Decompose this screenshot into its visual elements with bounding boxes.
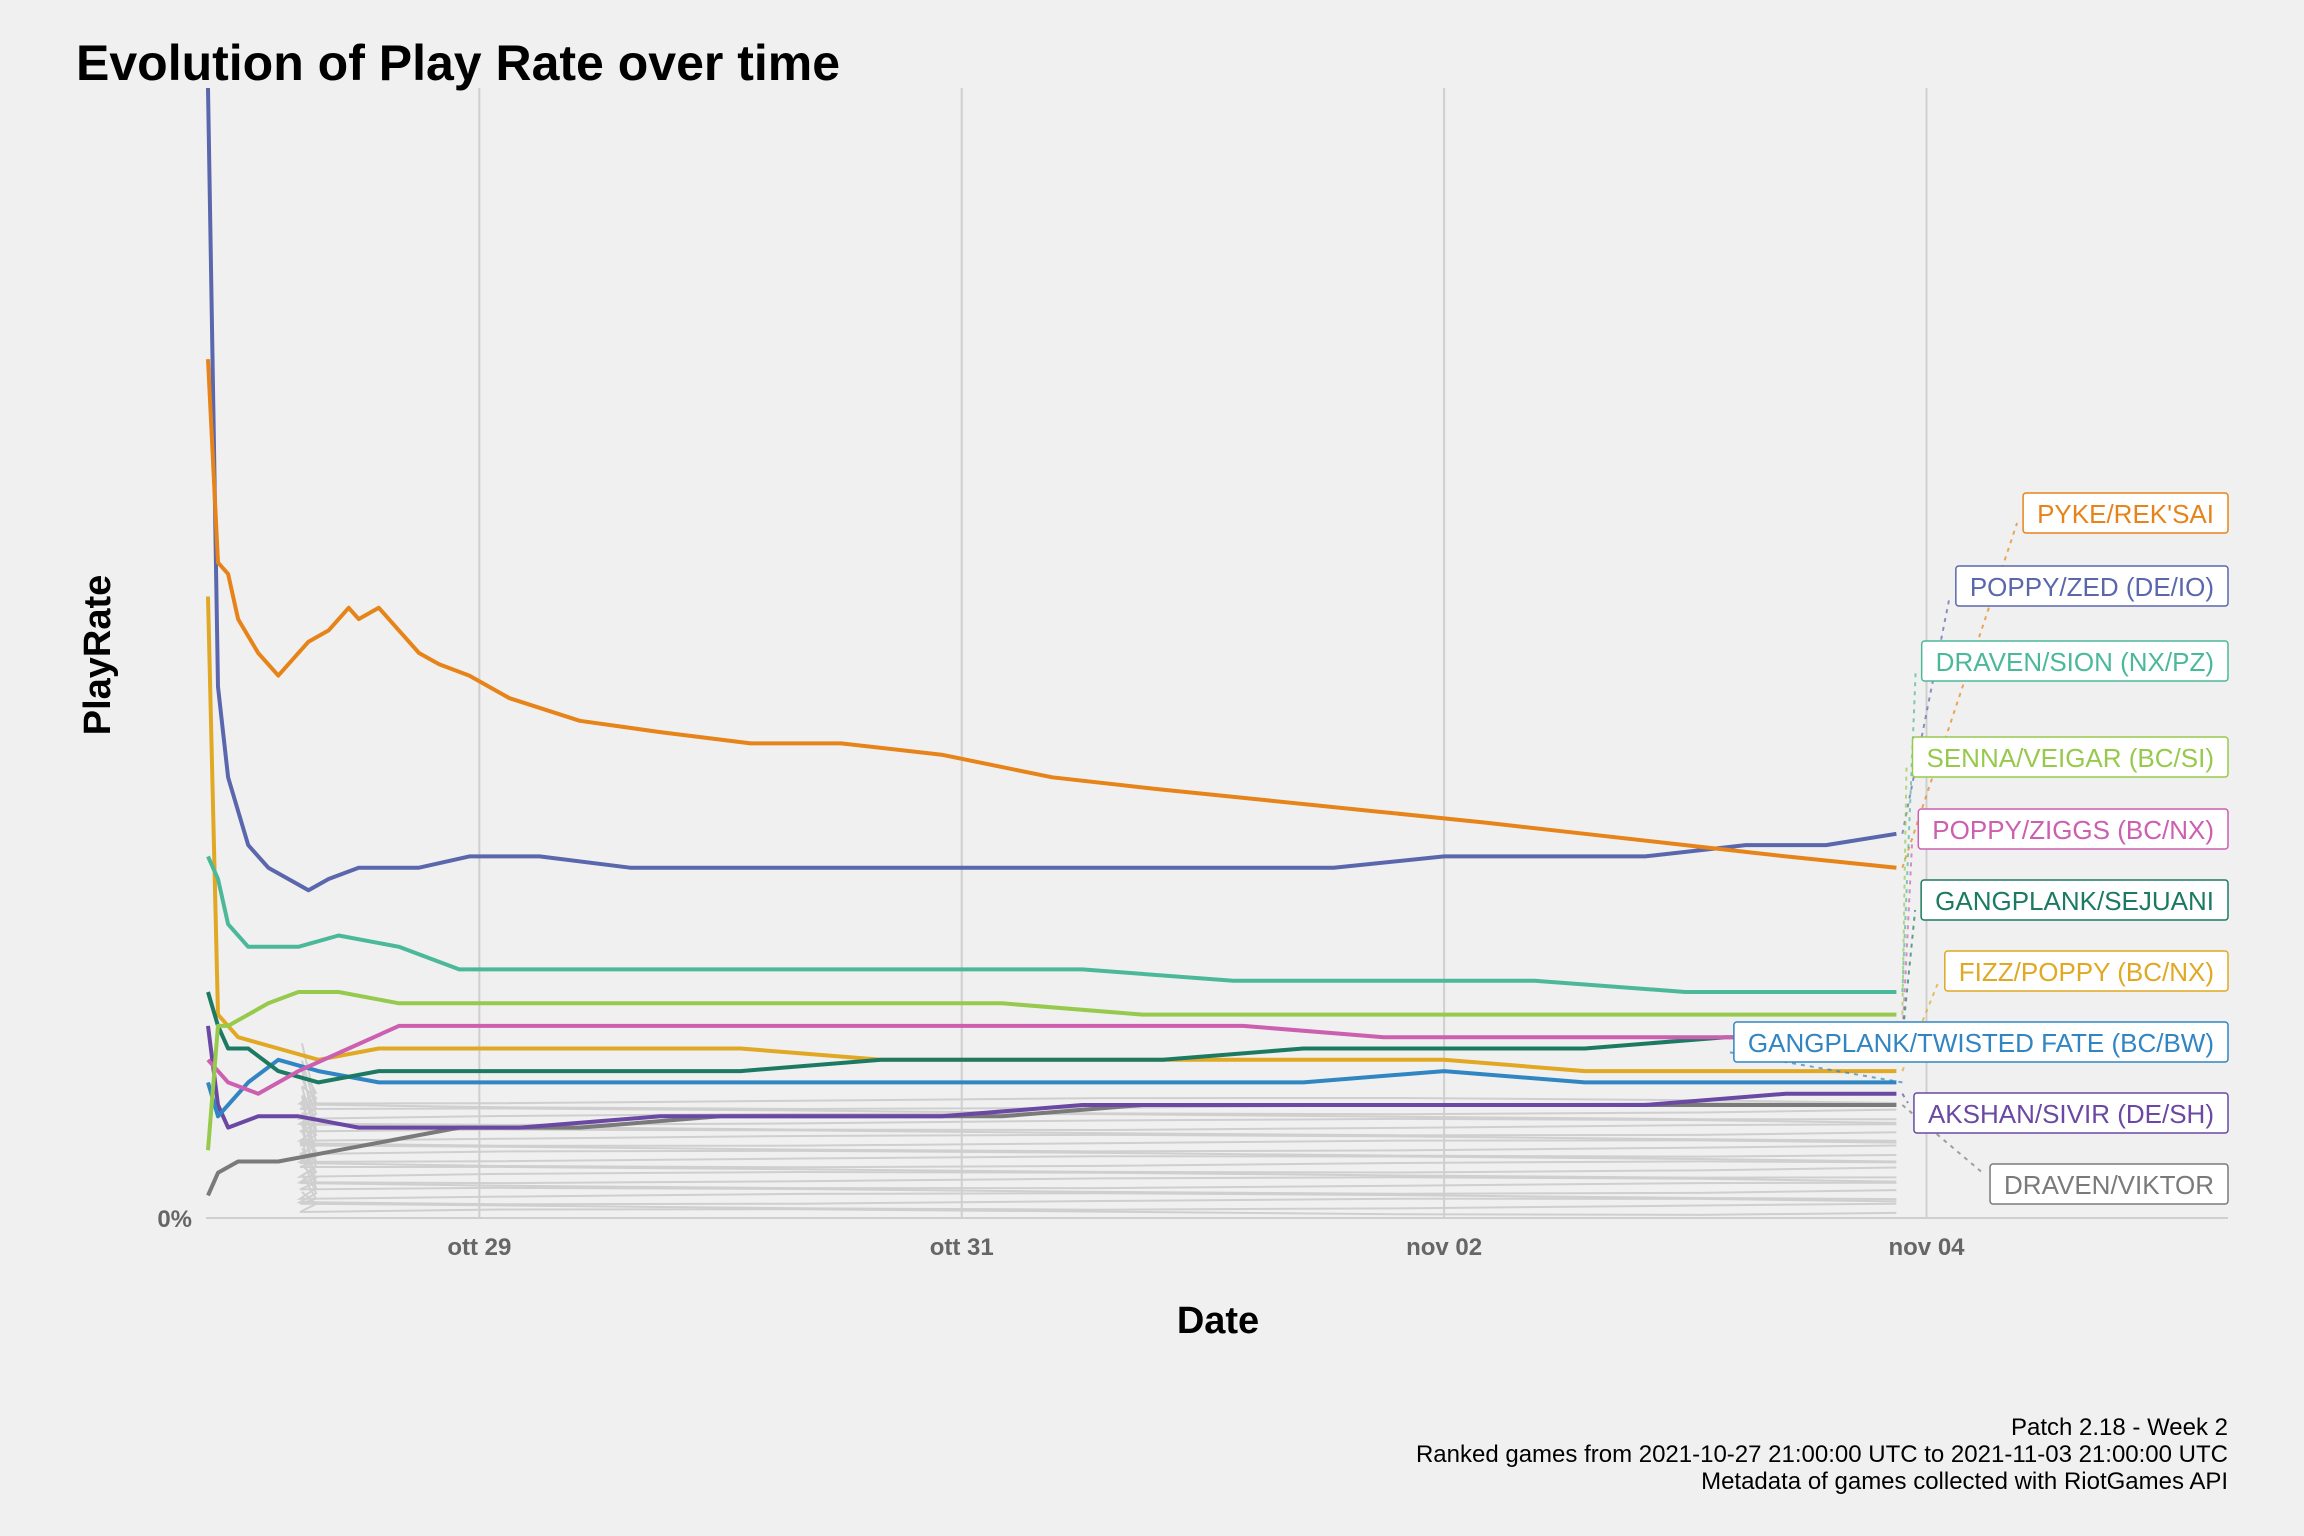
series-label: POPPY/ZED (DE/IO) (1970, 572, 2214, 602)
x-axis-ticks: ott 29 ott 31 nov 02 nov 04 (447, 1234, 1965, 1261)
series-label: GANGPLANK/SEJUANI (1935, 886, 2214, 916)
series-line (206, 991, 1897, 1085)
caption-line-1: Patch 2.18 - Week 2 (2010, 1414, 2228, 1441)
chart-title: Evolution of Play Rate over time (76, 35, 841, 91)
background-series-line (299, 1174, 1897, 1211)
background-series-line (299, 1164, 1897, 1190)
background-series-line (299, 1086, 1897, 1147)
series-label-box (2022, 492, 2229, 534)
series-label: DRAVEN/SION (NX/PZ) (1936, 647, 2214, 677)
background-series-line (296, 1060, 1897, 1121)
background-series-line (296, 1157, 1897, 1206)
background-series-line (299, 1104, 1897, 1153)
series-line (206, 1023, 1897, 1096)
y-axis-label: PlayRate (77, 575, 119, 736)
label-leader-line (1901, 1093, 1909, 1104)
series-line (206, 855, 1897, 994)
series-line (206, 1057, 1897, 1119)
x-tick-label: ott 29 (447, 1234, 511, 1261)
label-leader-line (1901, 909, 1917, 1038)
background-series-line (299, 1094, 1897, 1132)
series-labels: PYKE/REK'SAI POPPY/ZED (DE/IO) DRAVEN/SION… (1733, 492, 2229, 1205)
series-label-box (1913, 1092, 2229, 1134)
caption-line-3: Metadata of games collected with RiotGam… (1701, 1468, 2228, 1495)
label-leader-line (1901, 522, 2019, 869)
series-line (206, 1025, 1897, 1130)
series-label: DRAVEN/VIKTOR (2004, 1170, 2214, 1200)
series-label-box (1955, 565, 2229, 607)
background-series-line (296, 1069, 1897, 1142)
series-line (206, 87, 1897, 893)
series-line (206, 990, 1897, 1151)
x-tick-label: nov 04 (1888, 1234, 1965, 1261)
y-axis-ticks: 0% (157, 1206, 192, 1233)
background-series-line (296, 1130, 1897, 1179)
series-label: AKSHAN/SIVIR (DE/SH) (1928, 1099, 2214, 1129)
series-label: POPPY/ZIGGS (BC/NX) (1932, 815, 2214, 845)
series-label: FIZZ/POPPY (BC/NX) (1959, 957, 2214, 987)
y-tick-label: 0% (157, 1206, 192, 1233)
label-leader-line (1901, 838, 1914, 1038)
background-series-line (299, 1121, 1897, 1158)
series-line (206, 359, 1897, 870)
x-tick-label: ott 31 (930, 1234, 994, 1261)
series-label-box (1989, 1163, 2229, 1205)
series-label: PYKE/REK'SAI (2037, 499, 2214, 529)
caption: Patch 2.18 - Week 2 Ranked games from 20… (1416, 1414, 2228, 1495)
series-lines (206, 87, 1897, 1197)
series-label-box (1733, 1021, 2229, 1063)
series-label-box (1920, 879, 2229, 921)
series-label: GANGPLANK/TWISTED FATE (BC/BW) (1748, 1028, 2214, 1058)
background-series-line (296, 1147, 1897, 1185)
caption-line-2: Ranked games from 2021-10-27 21:00:00 UT… (1415, 1441, 2228, 1468)
x-tick-label: nov 02 (1406, 1234, 1482, 1261)
series-line (206, 596, 1897, 1074)
background-series-line (299, 1096, 1897, 1169)
series-label-box (1944, 950, 2229, 992)
series-label-box (1920, 640, 2229, 682)
background-series-line (296, 1068, 1897, 1105)
series-label: SENNA/VEIGAR (BC/SI) (1927, 743, 2215, 773)
series-label-box (1911, 736, 2229, 778)
background-series-line (296, 1139, 1897, 1201)
x-axis-label: Date (1177, 1300, 1259, 1342)
series-label-box (1917, 808, 2229, 850)
